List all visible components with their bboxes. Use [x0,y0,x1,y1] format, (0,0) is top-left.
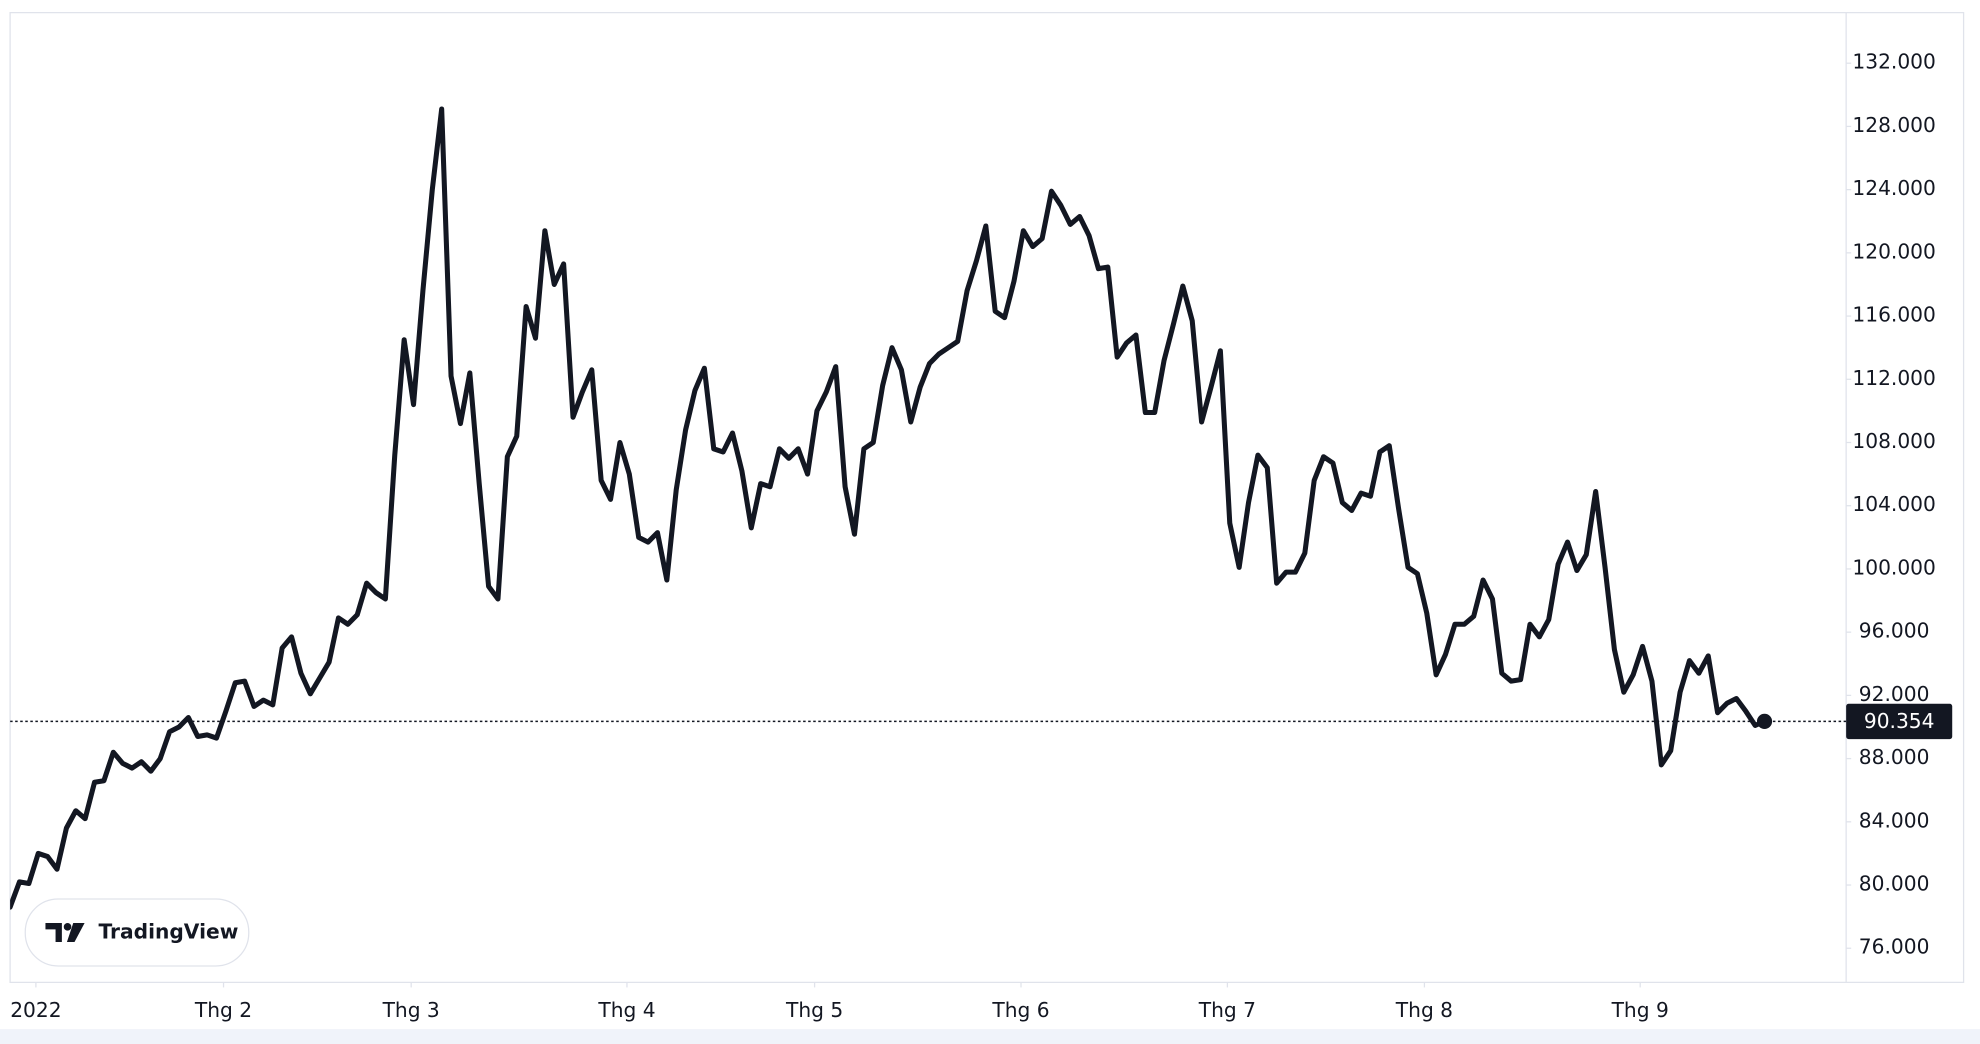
y-tick-label: 124.000 [1852,176,1935,200]
x-tick-label: Thg 4 [597,998,655,1022]
y-tick-label: 128.000 [1852,113,1935,137]
price-line [10,106,1768,910]
watermark-text: TradingView [98,920,238,944]
logo-icon [45,923,85,942]
last-price-dot [1756,713,1773,729]
y-tick-label: 76.000 [1859,935,1930,959]
y-tick-label: 96.000 [1859,619,1930,643]
x-tick-label: Thg 7 [1198,998,1256,1022]
y-tick-label: 112.000 [1852,366,1935,390]
plot-frame [9,11,1965,984]
badge-frame [24,898,250,967]
bottom-strip [0,1029,1980,1044]
y-tick-label: 132.000 [1852,50,1935,74]
y-tick-label: 104.000 [1852,492,1935,516]
watermark-badge: TradingView [24,898,250,967]
x-tick-label: Thg 9 [1611,998,1669,1022]
y-tick-label: 84.000 [1859,808,1930,832]
x-tick-label: Thg 8 [1395,998,1453,1022]
logo-dot [63,923,72,931]
x-tick-label: Thg 3 [382,998,440,1022]
y-tick-label: 120.000 [1852,239,1935,263]
y-tick-label: 80.000 [1859,872,1930,896]
last-price-box [1846,703,1953,740]
x-tick-label: Thg 5 [785,998,843,1022]
last-price-label: 90.354 [1864,709,1935,733]
plot-area [10,106,1847,910]
y-tick-label: 108.000 [1852,429,1935,453]
y-tick-label: 92.000 [1859,682,1930,706]
y-tick-label: 100.000 [1852,555,1935,579]
x-tick-label: 2022 [10,998,61,1022]
y-tick-label: 116.000 [1852,303,1935,327]
x-tick-label: Thg 2 [194,998,252,1022]
y-tick-label: 88.000 [1859,745,1930,769]
x-tick-label: Thg 6 [991,998,1049,1022]
